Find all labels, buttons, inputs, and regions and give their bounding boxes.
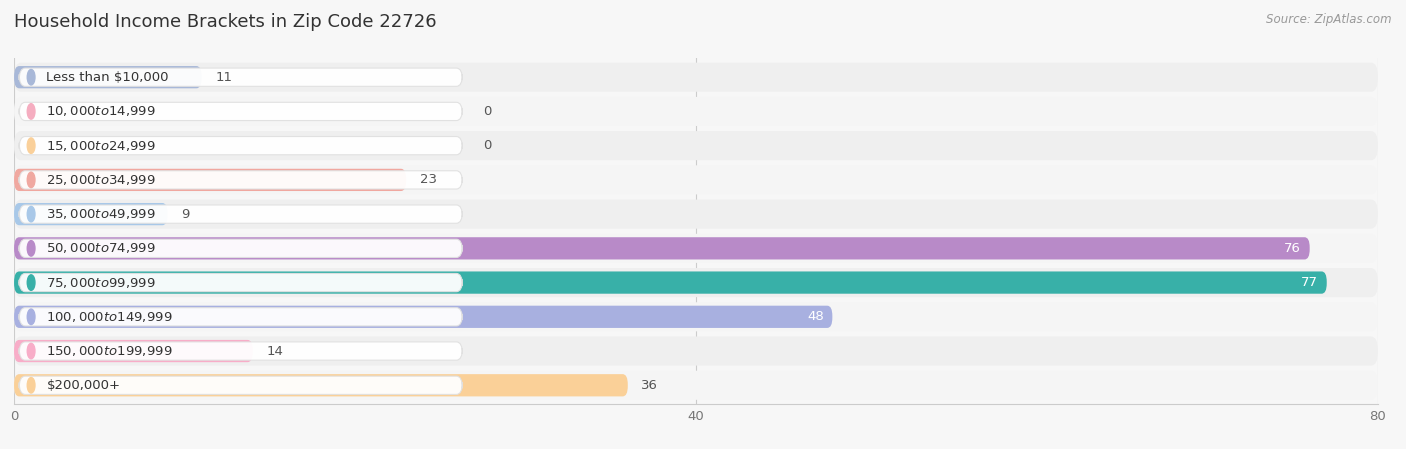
Circle shape [27, 275, 35, 291]
FancyBboxPatch shape [20, 308, 463, 326]
FancyBboxPatch shape [14, 97, 1378, 126]
Text: $25,000 to $34,999: $25,000 to $34,999 [46, 173, 156, 187]
Text: $200,000+: $200,000+ [46, 379, 121, 392]
Text: $100,000 to $149,999: $100,000 to $149,999 [46, 310, 173, 324]
FancyBboxPatch shape [14, 63, 1378, 92]
FancyBboxPatch shape [14, 165, 1378, 194]
Text: Less than $10,000: Less than $10,000 [46, 70, 169, 84]
Text: Household Income Brackets in Zip Code 22726: Household Income Brackets in Zip Code 22… [14, 13, 437, 31]
Text: $35,000 to $49,999: $35,000 to $49,999 [46, 207, 156, 221]
FancyBboxPatch shape [20, 205, 463, 223]
FancyBboxPatch shape [20, 136, 463, 155]
Text: 0: 0 [482, 105, 491, 118]
FancyBboxPatch shape [14, 131, 1378, 160]
Text: 77: 77 [1301, 276, 1319, 289]
FancyBboxPatch shape [14, 203, 167, 225]
FancyBboxPatch shape [14, 302, 1378, 331]
Circle shape [27, 378, 35, 393]
Text: 0: 0 [482, 139, 491, 152]
Circle shape [27, 241, 35, 256]
FancyBboxPatch shape [14, 371, 1378, 400]
FancyBboxPatch shape [14, 199, 1378, 229]
FancyBboxPatch shape [14, 66, 201, 88]
Circle shape [27, 104, 35, 119]
Text: $50,000 to $74,999: $50,000 to $74,999 [46, 242, 156, 255]
FancyBboxPatch shape [14, 340, 253, 362]
FancyBboxPatch shape [20, 273, 463, 292]
FancyBboxPatch shape [20, 68, 463, 86]
FancyBboxPatch shape [14, 306, 832, 328]
Circle shape [27, 138, 35, 154]
FancyBboxPatch shape [20, 342, 463, 360]
FancyBboxPatch shape [14, 234, 1378, 263]
FancyBboxPatch shape [14, 169, 406, 191]
FancyBboxPatch shape [20, 376, 463, 394]
Text: $150,000 to $199,999: $150,000 to $199,999 [46, 344, 173, 358]
FancyBboxPatch shape [14, 268, 1378, 297]
Text: $15,000 to $24,999: $15,000 to $24,999 [46, 139, 156, 153]
Text: 14: 14 [266, 344, 283, 357]
Text: $75,000 to $99,999: $75,000 to $99,999 [46, 276, 156, 290]
Text: $10,000 to $14,999: $10,000 to $14,999 [46, 105, 156, 119]
Text: 48: 48 [807, 310, 824, 323]
FancyBboxPatch shape [14, 374, 627, 396]
Circle shape [27, 343, 35, 359]
FancyBboxPatch shape [14, 336, 1378, 365]
FancyBboxPatch shape [20, 239, 463, 257]
Text: Source: ZipAtlas.com: Source: ZipAtlas.com [1267, 13, 1392, 26]
Text: 76: 76 [1284, 242, 1301, 255]
Circle shape [27, 207, 35, 222]
FancyBboxPatch shape [20, 171, 463, 189]
Circle shape [27, 309, 35, 325]
Circle shape [27, 172, 35, 188]
Text: 23: 23 [420, 173, 437, 186]
Text: 9: 9 [181, 207, 190, 220]
FancyBboxPatch shape [14, 272, 1327, 294]
Circle shape [27, 70, 35, 85]
FancyBboxPatch shape [20, 102, 463, 120]
FancyBboxPatch shape [14, 237, 1310, 260]
Text: 11: 11 [215, 70, 232, 84]
Text: 36: 36 [641, 379, 658, 392]
